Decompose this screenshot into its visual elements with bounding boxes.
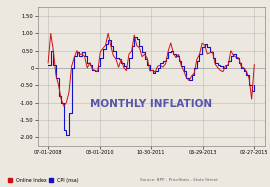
Text: MONTHLY INFLATION: MONTHLY INFLATION (90, 99, 212, 109)
Legend: Online Index, CPI (nsa): Online Index, CPI (nsa) (8, 178, 78, 183)
Text: Source: BPP - PriceStats - State Street: Source: BPP - PriceStats - State Street (140, 178, 218, 182)
